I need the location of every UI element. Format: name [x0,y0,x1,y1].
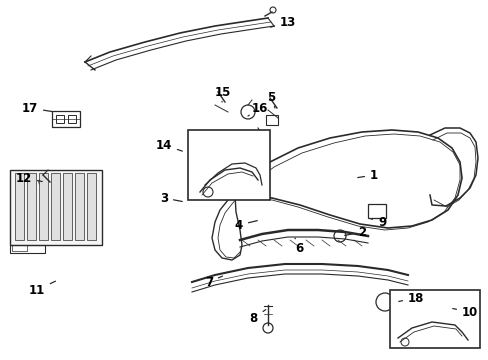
Bar [187,130,269,200]
Bar [10,245,45,253]
Bar [51,173,60,240]
Text: 7: 7 [204,275,222,288]
Text: 18: 18 [398,292,424,305]
Text: 11: 11 [29,281,55,297]
Bar [27,173,36,240]
Text: 3: 3 [160,192,182,204]
Bar [39,173,48,240]
Text: 9: 9 [370,216,386,229]
Bar [87,173,96,240]
Bar [68,115,76,123]
Text: 4: 4 [234,219,257,231]
Text: 5: 5 [266,90,275,108]
Text: 10: 10 [452,306,477,319]
Text: 6: 6 [294,238,303,255]
Bar [52,111,80,127]
Bar [56,115,64,123]
Bar [15,173,24,240]
Text: 14: 14 [155,139,182,152]
Bar [12,245,27,251]
Text: 2: 2 [344,225,366,239]
Bar [389,290,479,348]
Bar [63,173,72,240]
Text: 8: 8 [249,310,265,324]
Text: 1: 1 [357,168,377,181]
Text: 15: 15 [215,86,231,102]
Bar [367,204,385,218]
Bar [75,173,84,240]
Text: 16: 16 [247,102,268,116]
Text: 12: 12 [16,171,42,185]
Bar [265,115,278,125]
Text: 13: 13 [270,15,296,28]
Text: 17: 17 [21,102,52,114]
Bar [10,170,102,245]
